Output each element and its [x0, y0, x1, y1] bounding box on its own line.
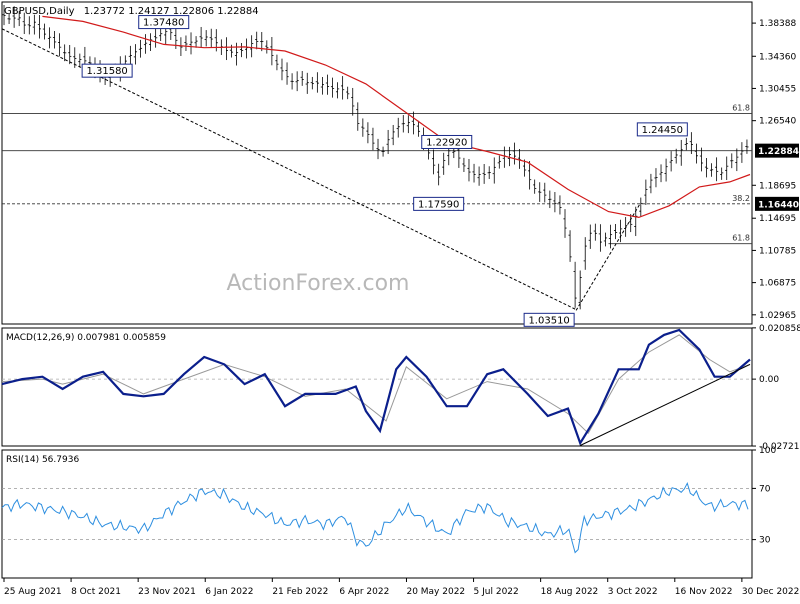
price-tick-label: 1.30455: [759, 84, 796, 94]
price-tag-label: 1.16440: [758, 200, 799, 210]
swing-label: 1.37480: [143, 18, 184, 29]
x-tick-label: 20 May 2022: [406, 587, 465, 597]
price-tag-box: [755, 143, 799, 158]
moving-average-line: [42, 15, 751, 219]
price-tick-label: 1.06875: [759, 279, 796, 289]
rsi-tick-label: 30: [759, 536, 771, 546]
price-tick-label: 1.14695: [759, 214, 796, 224]
macd-line: [1, 328, 751, 446]
swing-label: 1.17590: [418, 199, 459, 210]
price-tick-label: 1.34360: [759, 52, 796, 62]
swing-label-box: [636, 122, 688, 137]
price-bars: [2, 5, 749, 310]
price-tick-label: 1.38388: [759, 19, 796, 29]
macd-tick-label: 0.020858: [759, 324, 800, 334]
macd-tick-label: -0.027213: [759, 442, 800, 452]
price-tick-label: 1.10785: [759, 246, 796, 256]
rsi-title: RSI(14) 56.7936: [6, 455, 79, 465]
panel-frame-price: [1, 1, 753, 325]
x-tick-label: 23 Nov 2021: [138, 587, 196, 597]
x-tick-label: 25 Aug 2021: [4, 587, 62, 597]
x-tick-label: 3 Oct 2022: [608, 587, 658, 597]
axis-labels: 1.38388 1.34360 1.30455 1.26540 1.18695 1.146…: [3, 19, 800, 597]
price-tick-label: 1.18695: [759, 181, 796, 191]
panel-frame-macd: [1, 327, 753, 447]
panel-frames: [1, 1, 753, 579]
fib-level-label: 61.8: [732, 234, 750, 243]
swing-label-box: [523, 312, 575, 327]
macd-title: MACD(12,26,9) 0.007981 0.005859: [6, 333, 166, 343]
x-tick-label: 18 Aug 2022: [541, 587, 599, 597]
ohlc-values: 1.23772 1.24127 1.22806 1.22884: [84, 6, 259, 17]
price-tick-label: 1.26540: [759, 117, 796, 127]
macd-trendline: [579, 363, 751, 446]
swing-label-box: [138, 15, 190, 30]
price-annotations: 1.22884 1.16440 1.37480 1.31580 1.22920 1.175…: [81, 15, 799, 327]
swing-label: 1.24450: [642, 125, 683, 136]
x-tick-label: 8 Oct 2021: [71, 587, 121, 597]
x-tick-label: 6 Apr 2022: [339, 587, 389, 597]
rsi-line: [1, 481, 749, 554]
price-tag-label: 1.22884: [758, 147, 799, 157]
x-tick-label: 16 Nov 2022: [675, 587, 733, 597]
swing-label: 1.31580: [86, 66, 127, 77]
watermark: ActionForex.com: [227, 271, 410, 296]
x-tick-label: 21 Feb 2022: [272, 587, 328, 597]
price-tick-label: 1.02965: [759, 311, 796, 321]
swing-label: 1.03510: [528, 315, 569, 326]
macd-tick-label: 0.00: [759, 375, 779, 385]
x-tick-label: 30 Dec 2022: [742, 587, 800, 597]
price-trendline: [575, 203, 641, 311]
x-tick-label: 6 Jan 2022: [205, 587, 253, 597]
swing-label-box: [413, 196, 465, 211]
swing-label-box: [81, 63, 133, 78]
rsi-tick-label: 70: [759, 484, 771, 494]
swing-label: 1.22920: [426, 137, 467, 148]
chart-header: GBPUSD,Daily 1.23772 1.24127 1.22806 1.2…: [4, 6, 259, 17]
x-tick-label: 5 Jul 2022: [474, 587, 519, 597]
swing-label-box: [421, 134, 473, 149]
fib-level-label: 38.2: [732, 194, 750, 203]
symbol-label: GBPUSD,Daily: [4, 6, 75, 17]
fibonacci-levels: 61.8 38.2 61.8: [2, 104, 752, 540]
price-tag-box: [755, 196, 799, 211]
panel-frame-rsi: [1, 449, 753, 579]
rsi-tick-label: 100: [759, 446, 776, 456]
macd-signal-line: [1, 334, 751, 435]
indicator-lines: [1, 15, 751, 554]
fib-level-label: 61.8: [732, 104, 750, 113]
